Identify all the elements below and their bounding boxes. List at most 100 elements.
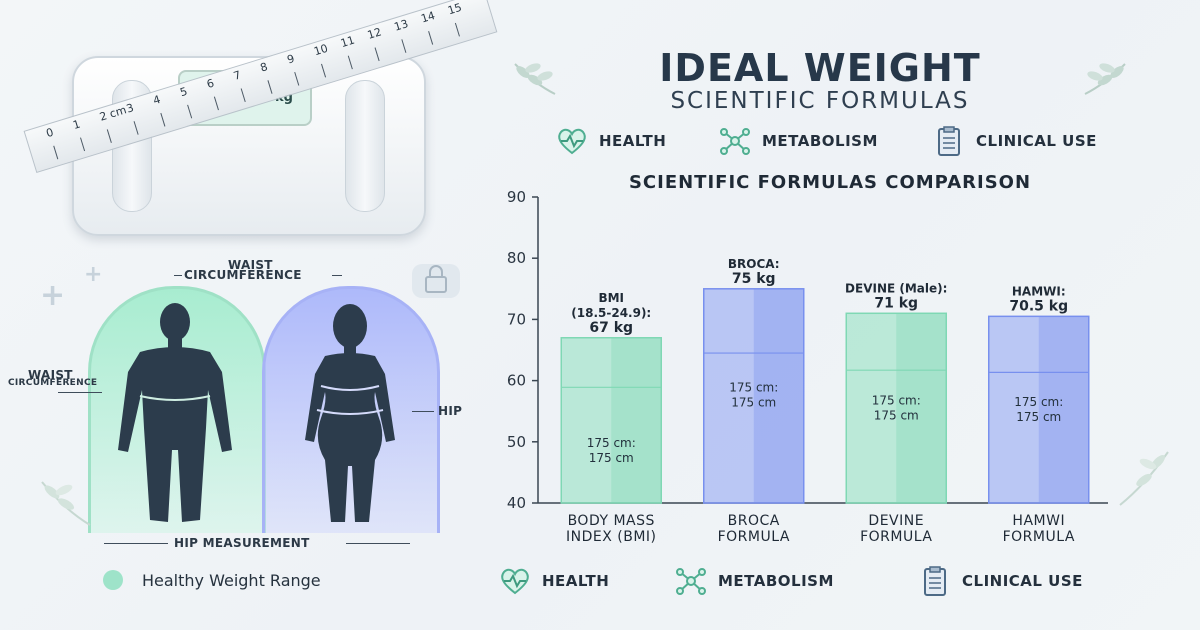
tape-number: 5 bbox=[178, 84, 189, 100]
bar bbox=[703, 288, 805, 504]
tape-number: 11 bbox=[339, 33, 357, 51]
tape-number: 8 bbox=[258, 60, 270, 75]
tape-tick bbox=[187, 104, 193, 119]
legend-swatch-healthy bbox=[103, 570, 123, 590]
female-silhouette bbox=[305, 304, 395, 522]
bar-value-label: BROCA: bbox=[728, 257, 780, 271]
leaf-decoration-icon bbox=[41, 481, 91, 526]
y-tick-label: 90 bbox=[507, 188, 526, 206]
tag-metabolism-top: METABOLISM bbox=[718, 126, 878, 156]
annotation-waist-top-2: CIRCUMFERENCE bbox=[184, 268, 302, 282]
arrow-line bbox=[104, 543, 168, 544]
tape-tick bbox=[428, 31, 434, 45]
bar-value-label: DEVINE (Male): bbox=[845, 281, 947, 295]
tape-tick bbox=[213, 96, 219, 111]
clipboard-icon bbox=[918, 566, 952, 596]
scale-pad-right bbox=[345, 80, 385, 212]
tag-label: HEALTH bbox=[599, 132, 667, 150]
bar bbox=[845, 312, 947, 504]
laurel-right-icon bbox=[1084, 63, 1126, 95]
x-category-label: DEVINE bbox=[868, 513, 924, 529]
tape-tick bbox=[267, 80, 273, 94]
x-category-label: FORMULA bbox=[1003, 529, 1075, 545]
annotation-hip: HIP bbox=[438, 404, 463, 418]
tape-number: 15 bbox=[446, 0, 464, 18]
arrow-line bbox=[332, 275, 342, 276]
clipboard-icon bbox=[932, 126, 966, 156]
bar-value-label: 71 kg bbox=[874, 295, 918, 311]
male-silhouette bbox=[118, 303, 232, 522]
tape-number: 12 bbox=[365, 25, 384, 42]
bar-inner-label: 175 cm bbox=[1016, 410, 1061, 424]
bar-inner-label: 175 cm: bbox=[587, 436, 636, 450]
heart-pulse-icon bbox=[498, 566, 532, 596]
arrow-line bbox=[58, 392, 102, 393]
tag-label: CLINICAL USE bbox=[962, 572, 1083, 590]
annotation-waist-left-1: WAIST bbox=[28, 368, 73, 382]
x-category-label: FORMULA bbox=[718, 529, 790, 545]
annotation-waist-left-2: CIRCUMFERENCE bbox=[8, 378, 98, 388]
tag-health-bottom: HEALTH bbox=[498, 566, 609, 596]
plus-icon: + bbox=[40, 278, 66, 313]
tape-tick bbox=[347, 55, 353, 70]
tag-health-top: HEALTH bbox=[555, 126, 666, 156]
arrow-line bbox=[412, 411, 434, 412]
tape-number: 6 bbox=[205, 76, 216, 92]
bar bbox=[560, 337, 662, 504]
y-tick-label: 80 bbox=[507, 249, 526, 267]
lock-icon bbox=[412, 264, 460, 298]
tape-tick bbox=[133, 121, 139, 135]
tag-clinical-bottom: CLINICAL USE bbox=[918, 566, 1083, 596]
molecule-icon bbox=[718, 126, 752, 156]
bar-value-label: (18.5-24.9): bbox=[571, 306, 651, 320]
tape-number: 7 bbox=[231, 68, 243, 83]
heart-pulse-icon bbox=[555, 126, 589, 156]
bar-inner-label: 175 cm bbox=[874, 408, 919, 422]
tag-label: METABOLISM bbox=[718, 572, 834, 590]
tape-number: 2 cm bbox=[98, 103, 128, 124]
bar-value-label: HAMWI: bbox=[1012, 284, 1066, 298]
x-category-label: FORMULA bbox=[860, 529, 932, 545]
tape-number: 1 bbox=[71, 117, 82, 132]
bar-inner-label: 175 cm: bbox=[872, 393, 921, 407]
bar-inner-label: 175 cm bbox=[731, 396, 776, 410]
leaf-decoration-icon bbox=[1119, 451, 1169, 506]
tape-number: 0 bbox=[44, 125, 56, 141]
molecule-icon bbox=[674, 566, 708, 596]
bar-value-label: 67 kg bbox=[589, 320, 633, 336]
chart-title: SCIENTIFIC FORMULAS COMPARISON bbox=[628, 172, 1032, 193]
tape-tick bbox=[374, 47, 380, 62]
laurel-left-icon bbox=[514, 63, 556, 95]
bar-inner-label: 175 cm: bbox=[729, 381, 778, 395]
tape-tick bbox=[80, 137, 86, 152]
bar-inner-label: 175 cm: bbox=[1014, 395, 1063, 409]
y-tick-label: 40 bbox=[507, 494, 526, 512]
x-category-label: HAMWI bbox=[1012, 513, 1065, 529]
bar-shade bbox=[896, 313, 947, 503]
tape-tick bbox=[240, 88, 246, 103]
bar-shade bbox=[1038, 316, 1089, 503]
tape-number: 9 bbox=[285, 51, 297, 67]
tape-number: 14 bbox=[419, 8, 437, 26]
tape-tick bbox=[321, 63, 327, 78]
arrow-line bbox=[174, 275, 182, 276]
annotation-hip-measurement: HIP MEASUREMENT bbox=[174, 536, 310, 550]
page-subtitle: SCIENTIFIC FORMULAS bbox=[670, 88, 970, 114]
bar-value-label: 70.5 kg bbox=[1009, 298, 1068, 314]
tape-tick bbox=[53, 145, 59, 160]
y-tick-label: 70 bbox=[507, 310, 526, 328]
tape-tick bbox=[160, 112, 166, 127]
bar-inner-label: 175 cm bbox=[589, 451, 634, 465]
plus-icon: + bbox=[84, 262, 103, 287]
tape-number: 4 bbox=[151, 92, 163, 108]
bar-value-label: 75 kg bbox=[732, 271, 776, 287]
tag-clinical-top: CLINICAL USE bbox=[932, 126, 1097, 156]
bar-shade bbox=[753, 288, 804, 503]
x-category-label: INDEX (BMI) bbox=[566, 529, 657, 545]
tag-label: METABOLISM bbox=[762, 132, 878, 150]
tag-label: HEALTH bbox=[542, 572, 610, 590]
x-category-label: BODY MASS bbox=[568, 513, 655, 529]
tape-tick bbox=[454, 22, 460, 37]
legend-label-healthy: Healthy Weight Range bbox=[142, 571, 321, 590]
